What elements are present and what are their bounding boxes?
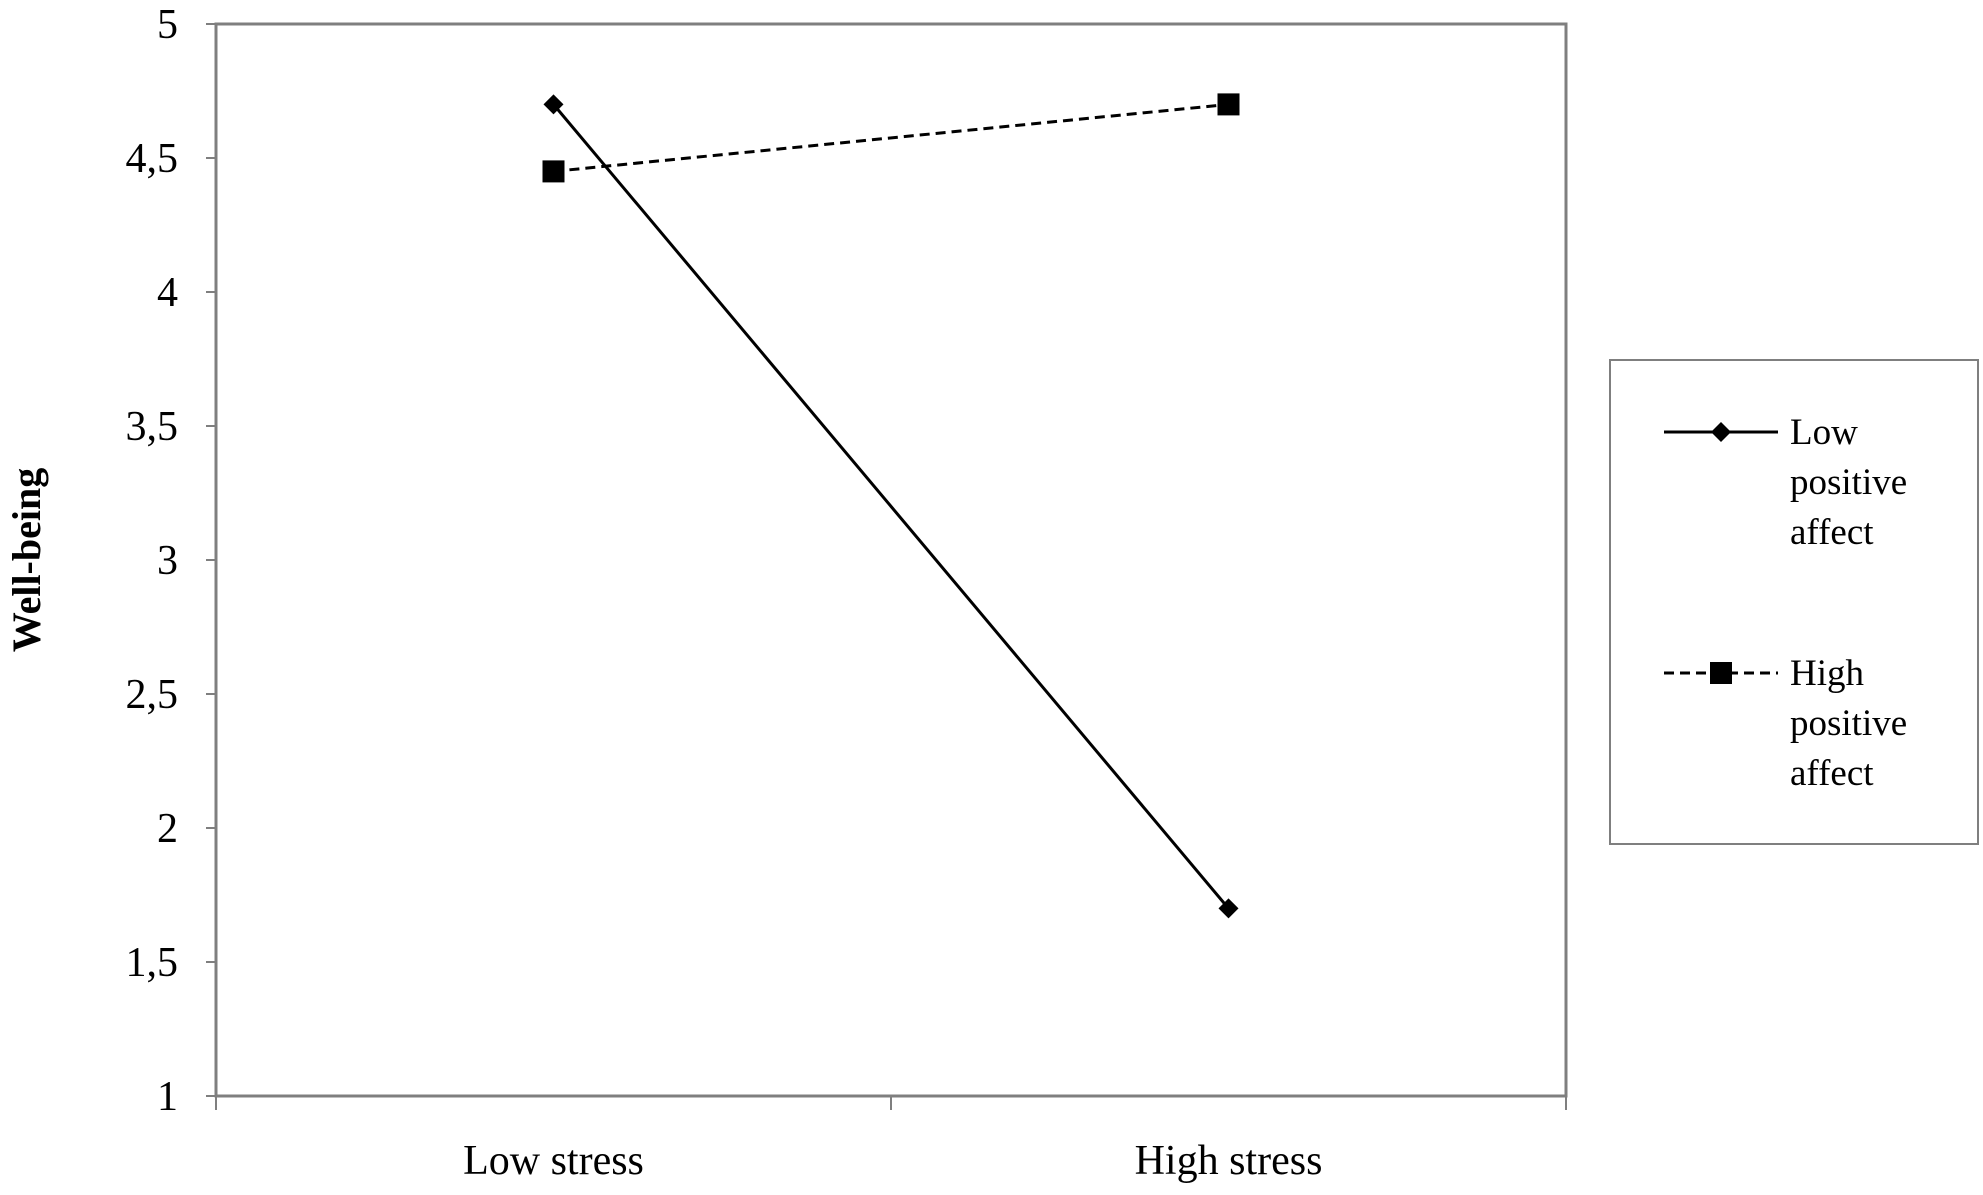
y-axis-label: Well-being	[4, 468, 49, 652]
plot-area	[214, 22, 1568, 1098]
y-tick-label: 1,5	[126, 940, 179, 986]
data-point	[1217, 93, 1240, 116]
x-tick-label: High stress	[1135, 1138, 1323, 1184]
x-axis: Low stress High stress	[215, 1096, 1567, 1184]
data-point	[1218, 898, 1239, 919]
legend-label-line: affect	[1790, 753, 1874, 794]
y-tick-label: 4	[157, 270, 178, 316]
x-tick-label: Low stress	[463, 1138, 644, 1184]
y-tick-label: 1	[157, 1074, 178, 1120]
y-tick-label: 3	[157, 538, 178, 584]
legend-entry: Low positive affect	[1664, 412, 1907, 553]
data-point	[542, 160, 565, 183]
series-line	[552, 103, 1230, 910]
legend-label-line: Low	[1790, 412, 1858, 453]
y-tick-label: 2	[157, 806, 178, 852]
legend-entry: High positive affect	[1664, 653, 1907, 794]
series-layer	[542, 93, 1240, 919]
y-tick-label: 5	[157, 2, 178, 48]
y-axis: 1 1,5 2 2,5 3 3,5 4 4,5 5	[126, 2, 216, 1120]
legend-label: High positive affect	[1790, 653, 1907, 794]
series-2	[542, 93, 1240, 183]
legend: Low positive affect High positive affect	[1609, 359, 1979, 845]
legend-label: Low positive affect	[1790, 412, 1907, 553]
data-point	[543, 94, 564, 115]
legend-label-line: positive	[1790, 703, 1907, 744]
legend-label-line: High	[1790, 653, 1865, 694]
legend-marker	[1710, 662, 1732, 684]
y-tick-label: 3,5	[126, 404, 179, 450]
series-1	[543, 94, 1239, 919]
series-line	[553, 102, 1229, 173]
legend-box	[1609, 359, 1979, 845]
y-tick-label: 4,5	[126, 136, 179, 182]
y-tick-label: 2,5	[126, 672, 179, 718]
legend-marker	[1711, 422, 1731, 442]
legend-label-line: positive	[1790, 462, 1907, 503]
legend-label-line: affect	[1790, 512, 1874, 553]
